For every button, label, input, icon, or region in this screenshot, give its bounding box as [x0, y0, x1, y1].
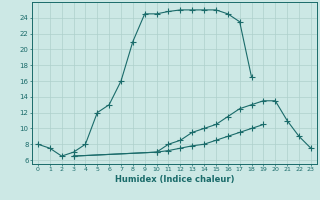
- X-axis label: Humidex (Indice chaleur): Humidex (Indice chaleur): [115, 175, 234, 184]
